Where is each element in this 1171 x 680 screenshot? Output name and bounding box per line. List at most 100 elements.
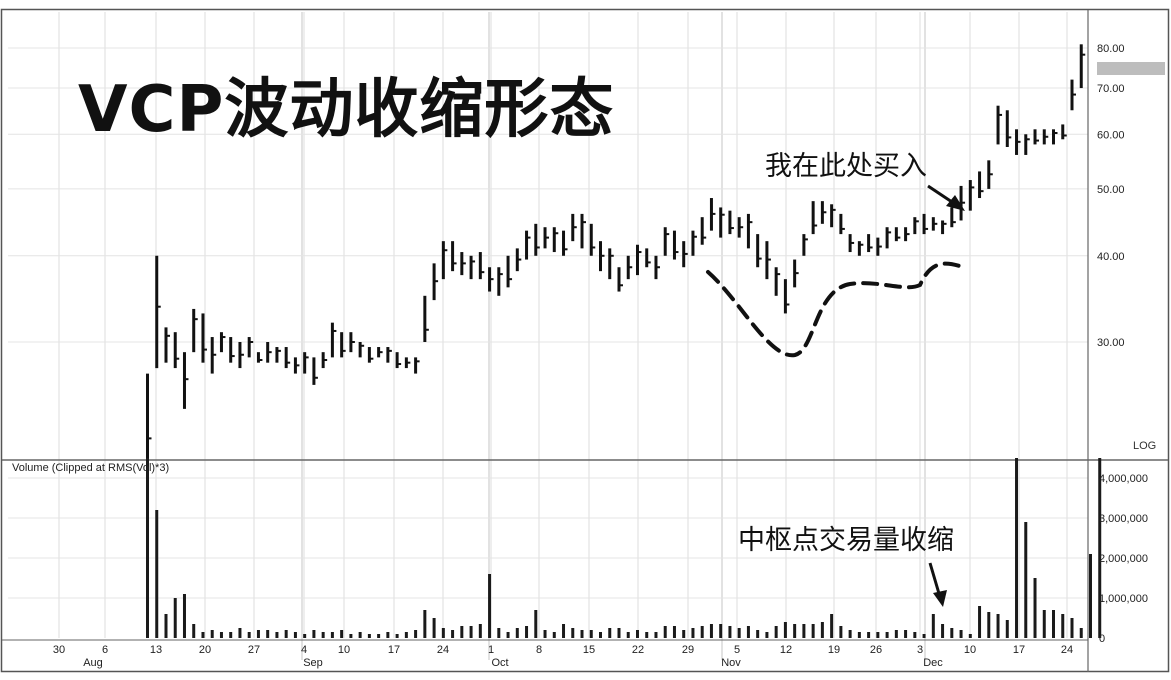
month-label: Nov bbox=[721, 657, 741, 669]
price-bar bbox=[672, 230, 679, 260]
scale-label: LOG bbox=[1133, 440, 1157, 452]
price-bar bbox=[1070, 79, 1076, 111]
price-bar bbox=[580, 213, 587, 249]
price-bar bbox=[155, 255, 161, 369]
price-bar bbox=[1052, 129, 1058, 145]
price-bar bbox=[1015, 129, 1021, 155]
price-bar bbox=[931, 217, 938, 231]
price-bar bbox=[700, 217, 707, 245]
price-bar bbox=[746, 213, 753, 249]
last-price-highlight bbox=[1097, 62, 1165, 75]
price-bar bbox=[247, 337, 254, 358]
price-bar bbox=[941, 220, 947, 235]
date-tick-label: 24 bbox=[1061, 644, 1073, 656]
date-tick-label: 27 bbox=[248, 644, 260, 656]
price-bar bbox=[488, 267, 494, 292]
price-bar bbox=[737, 217, 744, 238]
price-bar bbox=[756, 234, 762, 268]
price-bar bbox=[451, 241, 457, 272]
date-tick-label: 5 bbox=[734, 644, 740, 656]
price-tick-label: 80.00 bbox=[1097, 43, 1125, 55]
price-bar bbox=[210, 337, 217, 374]
date-tick-label: 6 bbox=[102, 644, 108, 656]
outer-border bbox=[0, 8, 1170, 673]
price-bar bbox=[691, 230, 697, 256]
price-bar bbox=[478, 252, 485, 280]
date-tick-label: 24 bbox=[437, 644, 449, 656]
price-bar bbox=[358, 342, 365, 358]
date-tick-label: 17 bbox=[1013, 644, 1025, 656]
price-bar bbox=[1033, 129, 1040, 145]
volume-tick-label: 0 bbox=[1099, 633, 1105, 645]
date-tick-label: 29 bbox=[682, 644, 694, 656]
month-label: Dec bbox=[923, 657, 943, 669]
price-bar bbox=[913, 217, 919, 235]
date-tick-label: 8 bbox=[536, 644, 542, 656]
price-bar bbox=[525, 230, 531, 260]
axis-labels: 80.0070.0060.0050.0040.0030.0075.304,000… bbox=[53, 43, 1148, 669]
price-bar bbox=[321, 352, 328, 369]
price-bar bbox=[857, 241, 864, 256]
price-bar bbox=[293, 357, 300, 374]
volume-panel-label: Volume (Clipped at RMS(Vol)*3) bbox=[12, 462, 170, 474]
price-bar bbox=[830, 204, 836, 228]
price-bar bbox=[219, 332, 226, 353]
price-bar bbox=[330, 322, 337, 358]
date-tick-label: 1 bbox=[488, 644, 494, 656]
buy-point-annotation: 我在此处买入 bbox=[765, 151, 927, 182]
price-bar bbox=[266, 342, 272, 363]
price-bar bbox=[599, 241, 605, 272]
price-bar bbox=[460, 252, 466, 276]
date-tick-label: 17 bbox=[388, 644, 400, 656]
price-bar bbox=[1005, 110, 1012, 148]
volume-contraction-annotation: 中枢点交易量收缩 bbox=[738, 525, 954, 556]
volume-arrow-shaft bbox=[928, 562, 942, 598]
price-bar bbox=[275, 347, 281, 363]
date-tick-label: 19 bbox=[828, 644, 840, 656]
price-bar bbox=[774, 267, 781, 296]
month-label: Aug bbox=[83, 657, 103, 669]
price-bar bbox=[904, 227, 910, 242]
price-bar bbox=[349, 332, 355, 353]
price-bar bbox=[506, 255, 513, 288]
price-bar bbox=[377, 347, 383, 358]
date-tick-label: 20 bbox=[199, 644, 211, 656]
price-bar bbox=[894, 227, 901, 242]
price-bar bbox=[978, 171, 984, 199]
price-bar bbox=[229, 337, 235, 363]
price-bar bbox=[340, 332, 346, 358]
volume-bars bbox=[146, 458, 1102, 638]
date-tick-label: 10 bbox=[964, 644, 976, 656]
volume-tick-label: 1,000,000 bbox=[1099, 593, 1148, 605]
buy-arrow-head bbox=[946, 195, 965, 211]
price-bar bbox=[1024, 134, 1030, 155]
price-bar bbox=[164, 327, 170, 363]
price-bar bbox=[682, 241, 688, 268]
month-label: Sep bbox=[303, 657, 323, 669]
price-bar bbox=[987, 160, 993, 189]
volume-arrow-head bbox=[933, 590, 947, 607]
date-tick-label: 22 bbox=[632, 644, 644, 656]
price-bar bbox=[146, 373, 152, 464]
grid-lines bbox=[8, 12, 1088, 660]
price-bar bbox=[497, 267, 503, 296]
price-bar bbox=[959, 185, 966, 221]
annotation-overlay bbox=[706, 184, 968, 607]
chart-frame bbox=[0, 8, 1170, 673]
price-bar bbox=[1061, 124, 1067, 140]
price-tick-label: 60.00 bbox=[1097, 129, 1125, 141]
volume-tick-label: 2,000,000 bbox=[1099, 553, 1148, 565]
price-bar bbox=[802, 234, 808, 256]
price-tick-label: 70.00 bbox=[1097, 83, 1125, 95]
price-bar bbox=[284, 347, 291, 369]
price-bar bbox=[839, 213, 845, 235]
price-bar bbox=[728, 210, 734, 235]
date-tick-label: 3 bbox=[917, 644, 923, 656]
price-bar bbox=[562, 230, 568, 256]
price-bar bbox=[312, 357, 318, 385]
price-bar bbox=[515, 248, 522, 272]
chart-title: VCP波动收缩形态 bbox=[78, 73, 615, 147]
price-bar bbox=[1079, 44, 1086, 89]
